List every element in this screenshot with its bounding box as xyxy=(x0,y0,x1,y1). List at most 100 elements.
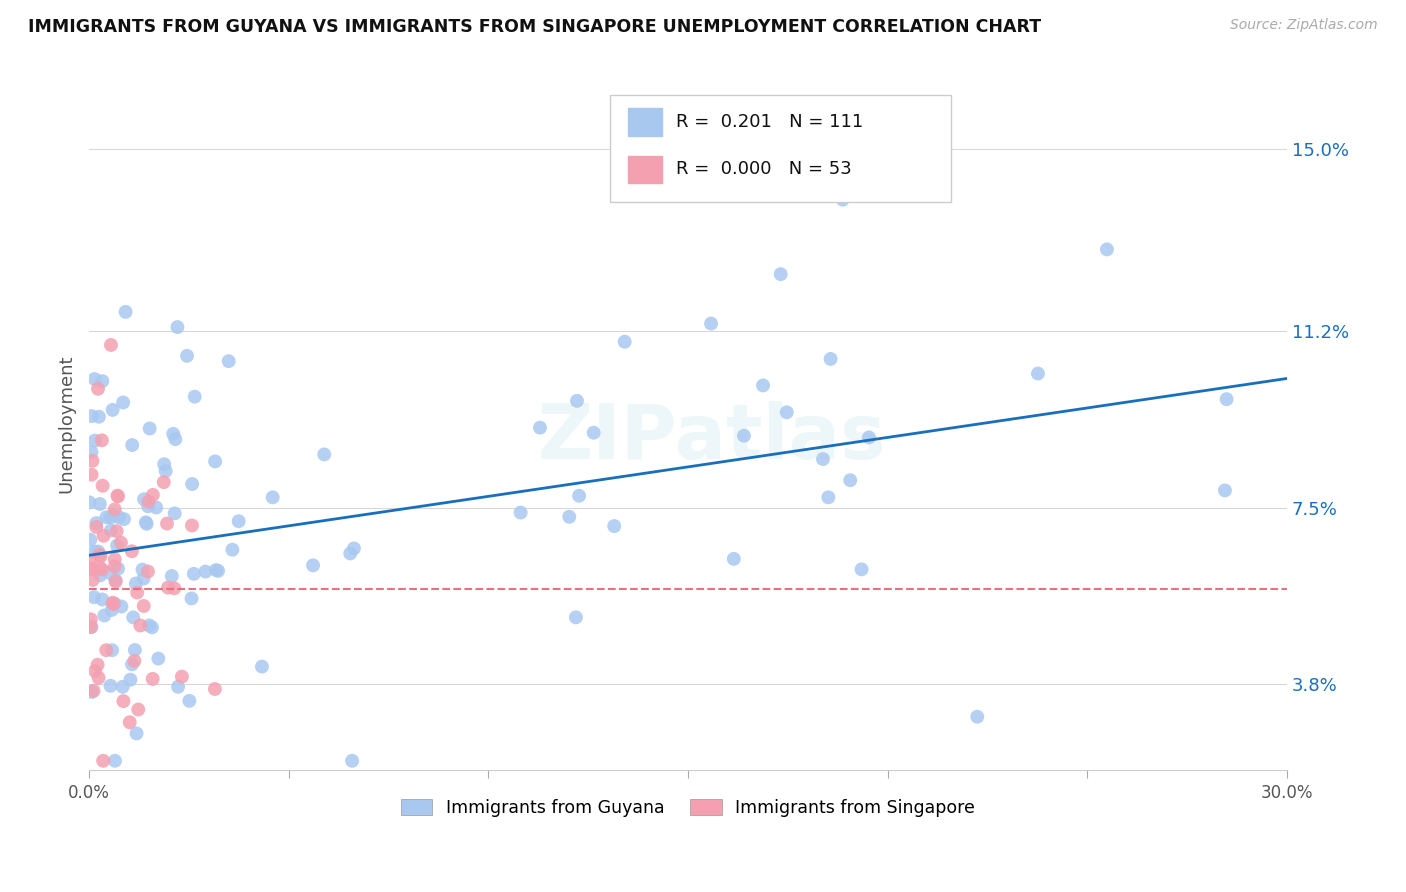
Point xyxy=(104,552,127,566)
Point xyxy=(105,538,128,552)
Point xyxy=(104,502,127,516)
Point xyxy=(603,519,626,533)
Point xyxy=(107,489,129,503)
Point xyxy=(80,685,103,699)
Point xyxy=(86,657,108,672)
Point xyxy=(118,715,141,730)
Point xyxy=(565,610,588,624)
Point xyxy=(176,349,198,363)
Point xyxy=(80,612,103,626)
Bar xyxy=(610,95,952,202)
Point xyxy=(769,267,792,281)
Point xyxy=(142,672,165,686)
Point xyxy=(80,409,103,423)
Point xyxy=(148,651,170,665)
Point xyxy=(340,754,363,768)
Point xyxy=(858,430,880,444)
Legend: Immigrants from Guyana, Immigrants from Singapore: Immigrants from Guyana, Immigrants from … xyxy=(394,792,983,824)
Point xyxy=(96,643,118,657)
Point xyxy=(112,512,135,526)
Point xyxy=(221,542,243,557)
Point xyxy=(558,509,581,524)
Point xyxy=(121,438,143,452)
Point xyxy=(80,467,103,482)
Point xyxy=(87,409,110,424)
Point xyxy=(529,420,551,434)
Point xyxy=(79,533,101,547)
Point xyxy=(156,516,179,531)
Point xyxy=(207,564,229,578)
Point xyxy=(100,603,122,617)
Text: R =  0.000   N = 53: R = 0.000 N = 53 xyxy=(676,161,852,178)
Point xyxy=(167,680,190,694)
Point xyxy=(79,561,101,575)
Point xyxy=(103,597,125,611)
Point xyxy=(302,558,325,573)
Point xyxy=(93,529,115,543)
Point xyxy=(1095,243,1118,257)
Point xyxy=(114,305,136,319)
Point xyxy=(82,573,104,587)
Point xyxy=(160,569,183,583)
Point xyxy=(104,573,127,587)
Point xyxy=(93,608,115,623)
Point xyxy=(82,454,104,468)
Point xyxy=(165,432,187,446)
Point xyxy=(776,405,799,419)
Point xyxy=(180,591,202,606)
Point xyxy=(218,354,240,368)
Point xyxy=(121,657,143,672)
Point xyxy=(183,390,205,404)
Point xyxy=(112,694,135,708)
Point xyxy=(166,320,188,334)
Point xyxy=(163,582,186,596)
Point xyxy=(733,428,755,442)
Point xyxy=(91,563,114,577)
Point xyxy=(141,620,163,634)
Point xyxy=(125,726,148,740)
Point xyxy=(831,193,853,207)
Point xyxy=(1213,483,1236,498)
Point xyxy=(86,520,108,534)
Point xyxy=(83,372,105,386)
Point xyxy=(90,549,112,564)
Point xyxy=(121,544,143,558)
Bar xyxy=(628,109,662,136)
Point xyxy=(111,680,134,694)
Point xyxy=(89,548,111,562)
Point xyxy=(104,559,127,574)
Point xyxy=(228,514,250,528)
Point xyxy=(723,552,745,566)
Point xyxy=(194,565,217,579)
Text: R =  0.201   N = 111: R = 0.201 N = 111 xyxy=(676,113,863,131)
Point xyxy=(205,563,228,577)
Point xyxy=(157,581,180,595)
Point xyxy=(101,508,124,523)
Point xyxy=(752,378,775,392)
Point xyxy=(129,618,152,632)
Point xyxy=(162,426,184,441)
Point xyxy=(112,395,135,409)
Point xyxy=(145,500,167,515)
Point xyxy=(138,421,160,435)
Point xyxy=(204,454,226,468)
Point xyxy=(79,495,101,509)
Point xyxy=(79,554,101,568)
Point xyxy=(817,491,839,505)
Point xyxy=(262,491,284,505)
Point xyxy=(132,492,155,507)
Point xyxy=(91,754,114,768)
Point xyxy=(127,585,149,599)
Point xyxy=(700,317,723,331)
Point xyxy=(820,351,842,366)
Point xyxy=(84,434,107,448)
Bar xyxy=(628,156,662,183)
Point xyxy=(87,544,110,558)
Point xyxy=(107,561,129,575)
Point xyxy=(1215,392,1237,406)
Point xyxy=(83,683,105,698)
Point xyxy=(86,516,108,530)
Text: IMMIGRANTS FROM GUYANA VS IMMIGRANTS FROM SINGAPORE UNEMPLOYMENT CORRELATION CHA: IMMIGRANTS FROM GUYANA VS IMMIGRANTS FRO… xyxy=(28,18,1042,36)
Y-axis label: Unemployment: Unemployment xyxy=(58,355,75,493)
Point xyxy=(110,599,132,614)
